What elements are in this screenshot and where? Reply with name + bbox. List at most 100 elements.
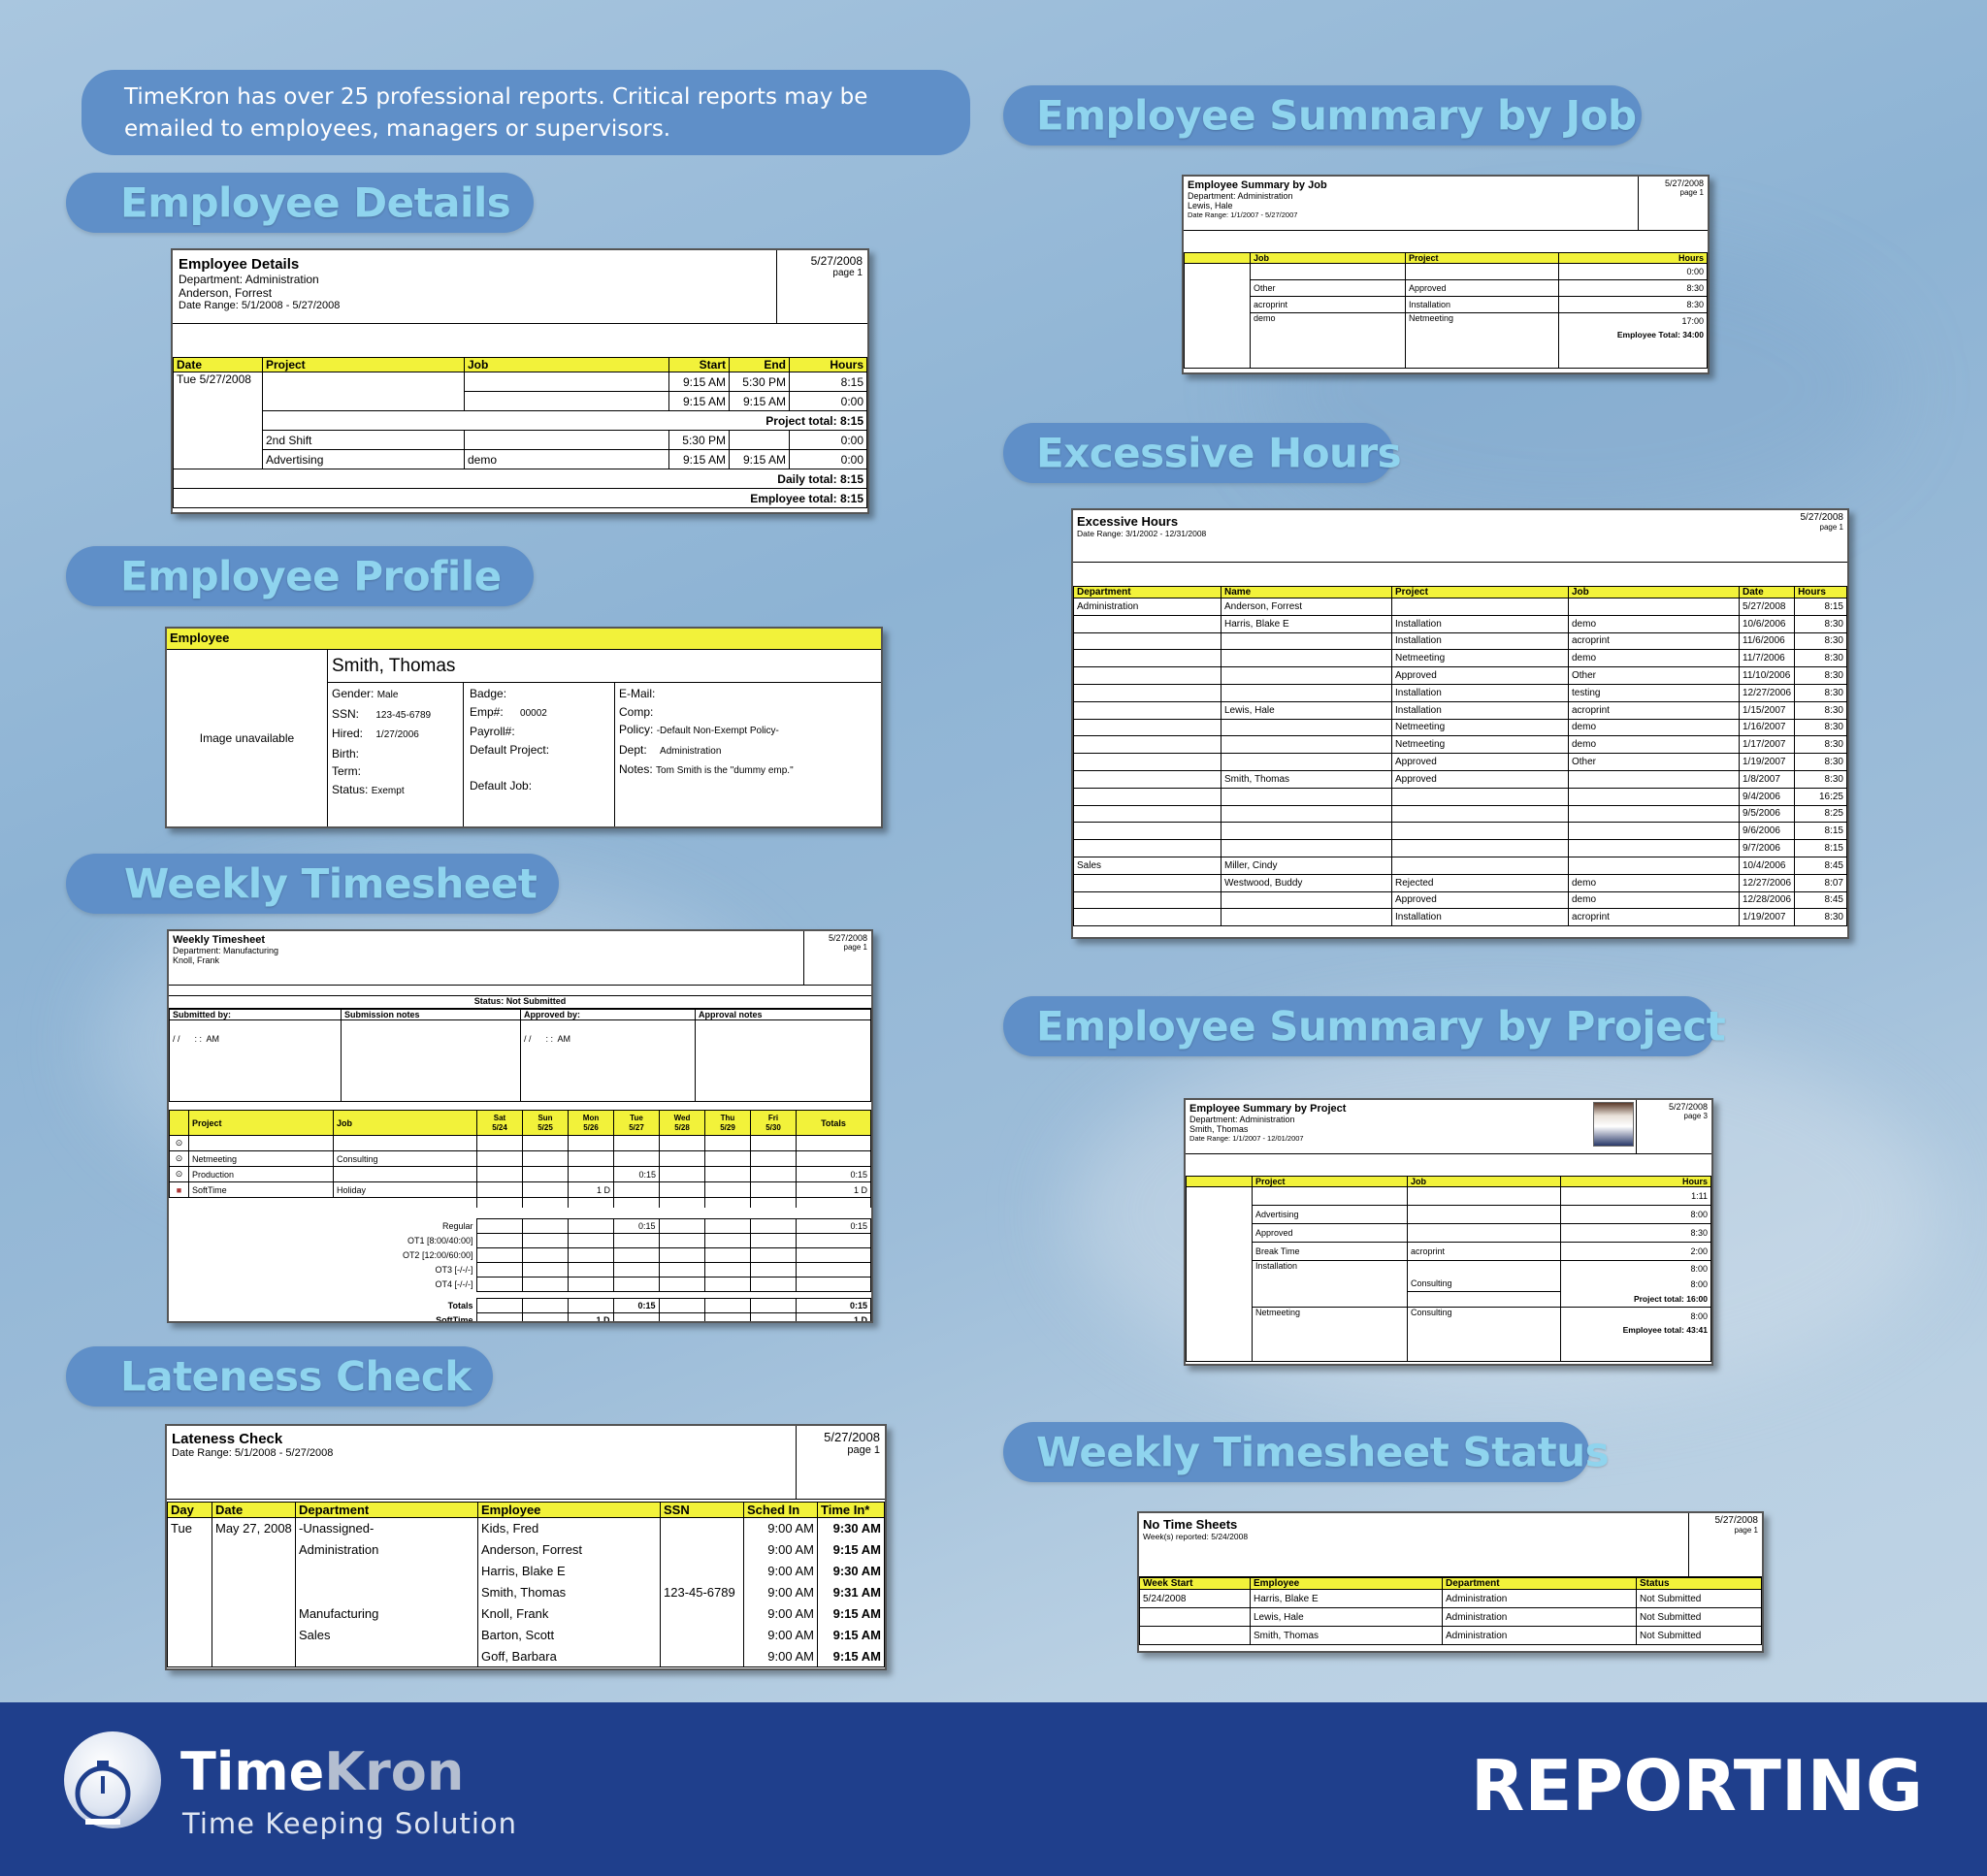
cell (521, 1312, 569, 1321)
report-page: page 1 (843, 943, 867, 952)
cell: Harris, Blake E (477, 1560, 661, 1582)
cell (660, 1624, 744, 1646)
timesheet-status-report: No Time Sheets Week(s) reported: 5/24/20… (1137, 1511, 1764, 1653)
cell: SoftTime (169, 1312, 477, 1321)
cell: demo (1568, 890, 1740, 910)
table-row: Sales Miller, Cindy 10/4/2006 8:45 (1073, 856, 1847, 875)
table-row: Administration Anderson, Forrest 5/27/2008… (1073, 598, 1847, 616)
cell: 8:45 (1794, 890, 1847, 910)
table-row: Tue May 27, 2008 -Unassigned- Kids, Fred 9:0… (167, 1517, 885, 1539)
report-header: Weekly Timesheet Department: Manufacturi… (169, 931, 871, 986)
cell (750, 1150, 797, 1167)
cell: 8:30 (1558, 279, 1708, 297)
cell (212, 1624, 296, 1646)
cell: Advertising (262, 449, 465, 469)
cell: demo (1568, 649, 1740, 668)
cell: 8:07 (1794, 873, 1847, 892)
cell: Tue 5/27 (613, 1110, 660, 1136)
cell: 8:15 (1794, 822, 1847, 841)
table-row: Lewis, Hale Installation acroprint 1/15/200… (1073, 700, 1847, 720)
cell: Holiday (333, 1181, 477, 1198)
cell (1073, 649, 1222, 668)
cell: 11/6/2006 (1738, 631, 1796, 651)
field-value: -Default Non-Exempt Policy- (656, 726, 779, 736)
cell: Approved by: (520, 1009, 696, 1020)
cell (1391, 839, 1569, 857)
cell: 8:30 (1794, 683, 1847, 702)
summary-row: Regular 0:15 0:15 (169, 1218, 871, 1234)
cell (522, 1166, 569, 1182)
cell: 9/5/2006 (1738, 804, 1796, 824)
field-row: Policy: -Default Non-Exempt Policy- (619, 721, 877, 741)
cell: 8:00 (1560, 1276, 1711, 1292)
field-value: Administration (660, 745, 722, 757)
cell: 10/4/2006 (1738, 856, 1796, 875)
softtime-row: SoftTime 1 D 1 D (169, 1312, 871, 1321)
cell (1073, 839, 1222, 857)
intro-banner: TimeKron has over 25 professional report… (81, 70, 970, 155)
weekly-timesheet-report: Weekly Timesheet Department: Manufacturi… (167, 929, 873, 1323)
cell (1407, 1223, 1561, 1243)
cell (1391, 787, 1569, 806)
field-row: SSN: 123-45-6789 (332, 705, 459, 726)
cell (1221, 822, 1392, 841)
spacer-row (169, 1291, 871, 1299)
cell: Consulting (333, 1150, 477, 1167)
cell: Project (1391, 586, 1569, 598)
cell: 11/10/2006 (1738, 666, 1796, 685)
cell (703, 1312, 751, 1321)
cell: demo (1250, 312, 1406, 369)
table-row: Approved demo 12/28/2006 8:45 (1073, 890, 1847, 910)
cell: 12/27/2006 (1738, 683, 1796, 702)
cell: Production (188, 1166, 334, 1182)
cell: 8:30 (1794, 753, 1847, 771)
profile-col1: Gender: Male SSN: 123-45-6789 Hired: 1/2… (328, 683, 464, 826)
cell: Lewis, Hale (1221, 700, 1392, 720)
brand-name: TimeKron (180, 1741, 464, 1802)
cell: Harris, Blake E (1221, 614, 1392, 633)
submission-header: Submitted by: Submission notes Approved … (169, 1009, 871, 1020)
cell (1073, 718, 1222, 737)
cell: Manufacturing (295, 1602, 478, 1625)
summary-by-job-report: Employee Summary by Job Department: Admi… (1182, 175, 1710, 374)
report-date: 5/27/2008 (824, 1430, 880, 1444)
cell (1184, 252, 1251, 264)
cell: Administration (295, 1538, 478, 1561)
section-pill-sum-project: Employee Summary by Project (1003, 996, 1726, 1056)
table-row: Harris, Blake E 9:00 AM 9:30 AM (167, 1560, 885, 1582)
cell (167, 1560, 212, 1582)
cell: 0:00 (789, 391, 867, 411)
cell: 123-45-6789 (660, 1581, 744, 1603)
cell: Lewis, Hale (1250, 1607, 1443, 1627)
cell (476, 1166, 523, 1182)
cell: 8:15 (789, 372, 867, 392)
cell (567, 1218, 614, 1234)
cell (1073, 787, 1222, 806)
timesheet-table: Project Job Sat 5/24 Sun 5/25 Mon 5/26 T… (169, 1110, 871, 1208)
cell: SSN (660, 1502, 744, 1518)
clock-icon: ⊙ (169, 1150, 189, 1167)
cell: 9:00 AM (743, 1624, 818, 1646)
cell: Approved (1391, 890, 1569, 910)
cell: Hours (1560, 1176, 1711, 1187)
cell (476, 1135, 523, 1151)
cell (749, 1218, 797, 1234)
cell (1139, 1626, 1251, 1645)
cell (1073, 666, 1222, 685)
col-end: End (729, 357, 790, 372)
cell (1073, 735, 1222, 755)
cell: demo (1568, 718, 1740, 737)
lateness-header: Day Date Department Employee SSN Sched I… (167, 1502, 885, 1518)
cell: 8:00 (1560, 1260, 1711, 1277)
cell: -Unassigned- (295, 1517, 478, 1539)
cell (659, 1150, 705, 1167)
brand-kron: Kron (324, 1741, 465, 1802)
cell (1250, 263, 1406, 280)
cell (212, 1645, 296, 1667)
cell: 8:45 (1794, 856, 1847, 875)
reporting-title: REPORTING (1470, 1745, 1923, 1827)
details-table: Date Project Job Start End Hours Tue 5/2… (173, 357, 867, 508)
section-title: Lateness Check (120, 1352, 472, 1401)
cell: Other (1568, 666, 1740, 685)
cell (464, 430, 669, 450)
